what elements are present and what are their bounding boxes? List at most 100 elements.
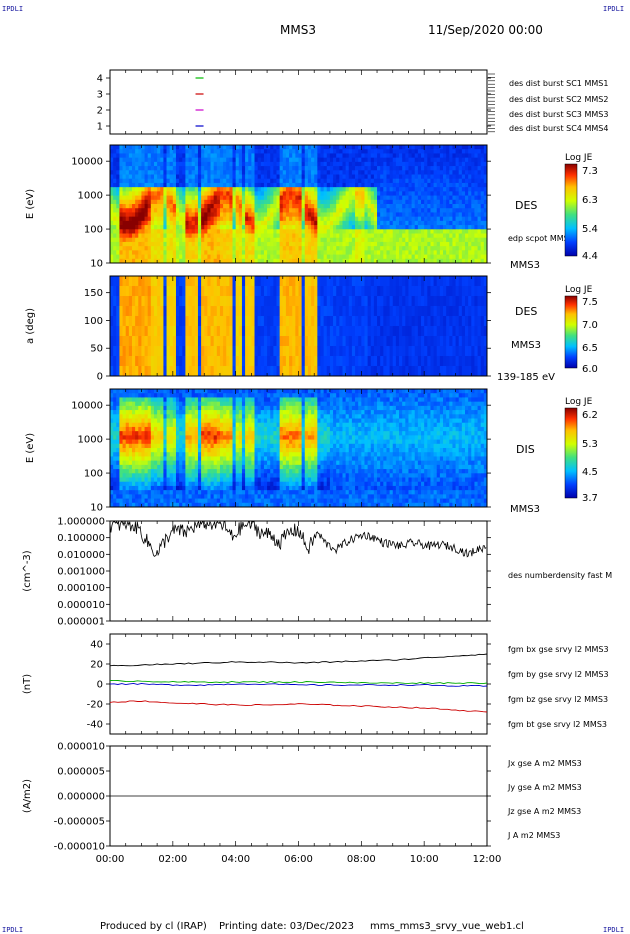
spectrogram-cell — [424, 149, 428, 154]
spectrogram-cell — [383, 326, 387, 337]
spectrogram-cell — [389, 229, 394, 234]
spectrogram-cell — [172, 212, 177, 218]
spectrogram-cell — [169, 191, 174, 196]
spectrogram-cell — [411, 191, 416, 196]
spectrogram-cell — [399, 254, 403, 260]
spectrogram-cell — [147, 296, 152, 307]
spectrogram-cell — [424, 225, 428, 230]
spectrogram-cell — [163, 199, 167, 205]
spectrogram-cell — [380, 286, 384, 297]
spectrogram-cell — [232, 366, 237, 377]
spectrogram-cell — [329, 254, 334, 260]
spectrogram-cell — [386, 145, 391, 150]
spectrogram-cell — [282, 157, 287, 163]
spectrogram-cell — [414, 145, 419, 150]
spectrogram-cell — [229, 170, 233, 175]
spectrogram-cell — [285, 258, 290, 264]
spectrogram-cell — [216, 254, 221, 260]
spectrogram-cell — [480, 212, 485, 218]
spectrogram-cell — [201, 208, 205, 213]
datetime-title: 11/Sep/2020 00:00 — [428, 23, 543, 37]
spectrogram-cell — [355, 208, 359, 213]
spectrogram-cell — [285, 199, 290, 205]
spectrogram-cell — [471, 208, 475, 213]
spectrogram-cell — [333, 336, 337, 347]
spectrogram-cell — [326, 174, 331, 180]
spectrogram-cell — [311, 326, 315, 337]
spectrogram-cell — [367, 208, 372, 213]
spectrogram-cell — [455, 216, 460, 222]
spectrogram-cell — [326, 166, 331, 171]
spectrogram-cell — [188, 182, 193, 188]
spectrogram-cell — [122, 448, 127, 453]
spectrogram-cell — [380, 246, 384, 251]
spectrogram-cell — [110, 187, 114, 192]
spectrogram-cell — [336, 237, 340, 243]
spectrogram-cell — [116, 225, 120, 230]
spectrogram-cell — [188, 208, 193, 213]
spectrogram-cell — [125, 481, 130, 487]
spectrogram-cell — [122, 250, 127, 255]
spectrogram-cell — [370, 258, 375, 264]
spectrogram-cell — [405, 225, 409, 230]
spectrogram-cell — [210, 216, 215, 222]
spectrogram-cell — [298, 187, 303, 192]
spectrogram-cell — [414, 286, 419, 297]
spectrogram-cell — [477, 233, 482, 239]
spectrogram-cell — [455, 195, 460, 201]
spectrogram-cell — [116, 346, 120, 357]
spectrogram-cell — [377, 174, 381, 180]
spectrogram-cell — [194, 145, 199, 150]
spectrogram-cell — [333, 250, 337, 255]
spectrogram-cell — [141, 356, 145, 367]
spectrogram-cell — [336, 286, 340, 297]
spectrogram-cell — [144, 356, 149, 367]
spectrogram-cell — [474, 178, 478, 184]
spectrogram-cell — [216, 241, 221, 247]
spectrogram-cell — [474, 161, 478, 167]
spectrogram-cell — [125, 452, 130, 457]
spectrogram-cell — [125, 336, 130, 347]
spectrogram-cell — [153, 178, 158, 184]
spectrogram-cell — [326, 157, 331, 163]
spectrogram-cell — [367, 366, 372, 377]
spectrogram-cell — [355, 204, 359, 209]
spectrogram-cell — [153, 296, 158, 307]
spectrogram-cell — [219, 195, 224, 201]
spectrogram-cell — [311, 316, 315, 327]
spectrogram-cell — [383, 254, 387, 260]
spectrogram-cell — [361, 326, 365, 337]
spectrogram-cell — [238, 336, 243, 347]
spectrogram-cell — [323, 153, 328, 159]
spectrogram-cell — [304, 225, 309, 230]
spectrogram-cell — [339, 204, 343, 209]
spectrogram-cell — [226, 204, 230, 209]
spectrogram-cell — [452, 250, 456, 255]
spectrogram-cell — [455, 199, 460, 205]
spectrogram-cell — [122, 393, 127, 398]
spectrogram-cell — [175, 220, 180, 226]
spectrogram-cell — [468, 204, 472, 209]
spectrogram-cell — [355, 336, 359, 347]
spectrogram-cell — [219, 326, 224, 337]
spectrogram-cell — [377, 366, 381, 377]
spectrogram-cell — [430, 191, 434, 196]
spectrogram-cell — [458, 246, 463, 251]
spectrogram-cell — [377, 145, 381, 150]
spectrogram-cell — [421, 326, 425, 337]
spectrogram-cell — [229, 199, 233, 205]
spectrogram-cell — [424, 254, 428, 260]
spectrogram-cell — [141, 233, 145, 239]
spectrogram-cell — [395, 174, 400, 180]
spectrogram-cell — [311, 191, 315, 196]
spectrogram-cell — [182, 225, 186, 230]
spectrogram-cell — [430, 216, 434, 222]
spectrogram-cell — [364, 170, 369, 175]
spectrogram-cell — [348, 182, 353, 188]
spectrogram-cell — [125, 448, 130, 453]
spectrogram-cell — [160, 208, 164, 213]
spectrogram-cell — [282, 316, 287, 327]
spectrogram-cell — [125, 246, 130, 251]
spectrogram-cell — [471, 157, 475, 163]
